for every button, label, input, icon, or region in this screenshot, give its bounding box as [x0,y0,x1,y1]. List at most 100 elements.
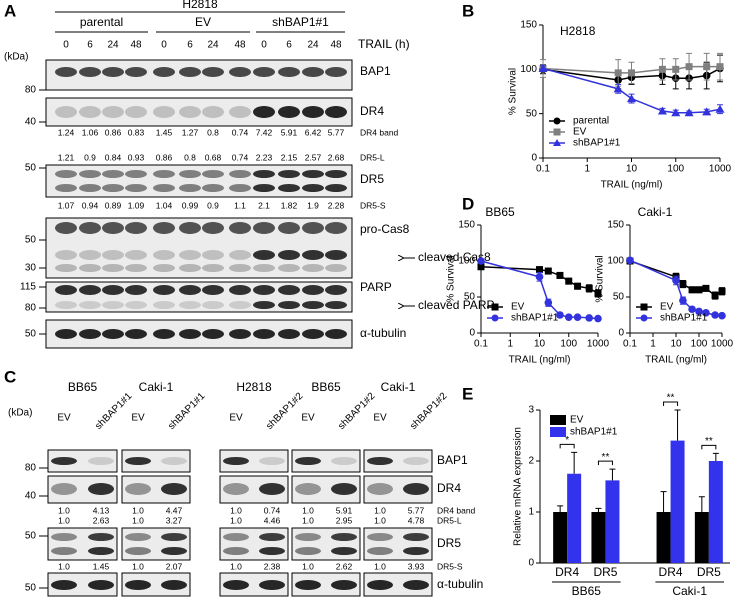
y-tick-label: 100 [607,256,624,267]
band [253,184,275,192]
blot [121,527,191,561]
band [179,184,201,192]
point [715,104,725,113]
blot [121,572,191,597]
y-tick-label: 0 [469,328,475,339]
band [125,580,151,590]
group-label: EV [195,15,211,29]
quant-label: DR5-L [437,515,462,525]
band [202,301,224,309]
band [179,250,201,260]
time-label: 48 [234,40,246,51]
point [702,309,710,317]
band [325,285,347,295]
x-tick-label: 0.1 [474,339,488,350]
axis-label: TRAIL (h) [358,37,410,51]
band [325,184,347,192]
band [88,483,114,495]
band [102,329,124,339]
x-tick-label: 0.1 [623,339,637,350]
band [295,547,321,555]
kda-label: (kDa) [8,408,32,419]
sig-bracket [701,444,717,450]
point [594,289,602,297]
band [223,483,249,495]
quant-value: 0.89 [105,200,122,210]
error-bar [609,468,616,481]
point [544,267,552,275]
point [574,282,582,290]
band [367,533,393,541]
point [657,106,667,115]
x-tick-label: 10 [626,164,638,175]
band [179,264,201,272]
marker-label: 40 [25,117,37,128]
x-tick-label: 1 [507,339,513,350]
blot [363,572,433,597]
band [88,533,114,541]
x-tick-label: 1000 [709,164,732,175]
y-tick-label: 150 [520,20,537,31]
x-tick-label: DR5 [593,565,617,579]
quant-value: 1.45 [93,561,110,571]
blot [219,572,289,597]
lane-label: EV [229,413,243,424]
point [688,305,696,314]
quant-value: 0.84 [105,152,122,162]
quant-value: 1.0 [302,515,314,525]
band [102,264,124,272]
band [153,301,175,309]
time-label: 24 [307,40,319,51]
bar [605,480,620,563]
point [477,263,485,271]
legend-marker [640,314,648,322]
point [685,63,693,71]
band [278,106,300,118]
quant-value: 1.0 [374,505,386,515]
quant-value: 0.8 [207,127,219,137]
band [403,547,429,555]
group-label: BB65 [572,584,602,598]
band [229,67,251,77]
band [55,301,77,309]
band [223,533,249,541]
band [295,483,321,495]
y-axis-label: % Survival [446,255,457,302]
band [229,250,251,260]
group-label: parental [80,15,123,29]
legend-marker [553,128,561,136]
point [688,286,696,294]
quant-value: 1.06 [82,127,99,137]
point [718,287,726,295]
band [79,222,101,234]
band [253,106,275,118]
quant-value: 2.1 [258,200,270,210]
bar [553,512,568,563]
quant-label: DR5-S [437,561,463,571]
band [79,329,101,339]
cell-label: H2818 [236,380,272,394]
band [125,170,147,178]
y-tick-label: 100 [458,256,475,267]
point [585,314,593,322]
blot [45,97,353,127]
marker-label: 50 [25,163,37,174]
band [302,329,324,339]
band [55,250,77,260]
marker-label: 50 [25,329,37,340]
legend-label: EV [570,415,584,426]
legend-marker [640,303,648,311]
x-tick-label: DR4 [659,565,683,579]
quant-value: 4.78 [408,515,425,525]
quant-value: 1.82 [281,200,298,210]
quant-value: 2.95 [336,515,353,525]
band [302,264,324,272]
protein-label: α-tubulin [360,326,406,340]
band [259,547,285,555]
band [179,301,201,309]
band [202,222,224,234]
band [202,170,224,178]
quant-value: 2.63 [93,515,110,525]
band [202,106,224,118]
marker-label: 80 [25,463,37,474]
